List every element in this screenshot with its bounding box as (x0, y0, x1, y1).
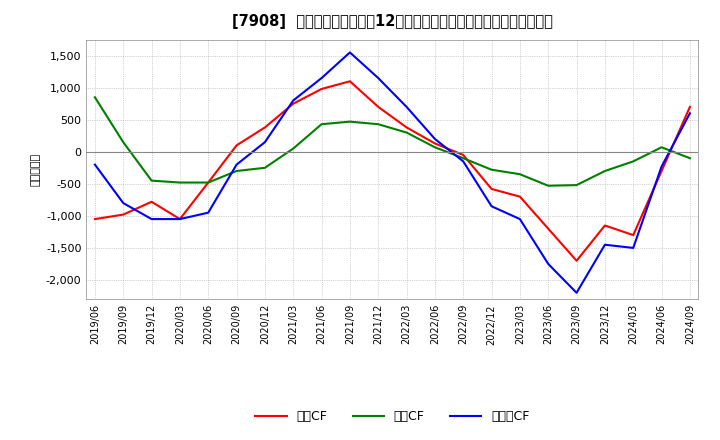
フリーCF (148, 216, 156, 222)
フリーCF (431, 136, 439, 142)
営業CF (346, 79, 354, 84)
営業CF (91, 216, 99, 222)
投資CF (431, 145, 439, 150)
フリーCF (629, 245, 637, 250)
営業CF (119, 212, 127, 217)
フリーCF (657, 164, 666, 169)
フリーCF (572, 290, 581, 295)
Legend: 営業CF, 投資CF, フリーCF: 営業CF, 投資CF, フリーCF (251, 405, 534, 428)
投資CF (600, 169, 609, 174)
フリーCF (544, 261, 552, 267)
フリーCF (516, 216, 524, 222)
Y-axis label: （百万円）: （百万円） (30, 153, 40, 186)
フリーCF (318, 75, 326, 81)
営業CF (487, 186, 496, 191)
投資CF (148, 178, 156, 183)
営業CF (657, 169, 666, 174)
投資CF (204, 180, 212, 185)
投資CF (516, 172, 524, 177)
営業CF (176, 216, 184, 222)
営業CF (629, 232, 637, 238)
投資CF (657, 145, 666, 150)
営業CF (431, 141, 439, 146)
フリーCF (346, 50, 354, 55)
営業CF (204, 180, 212, 185)
投資CF (459, 156, 467, 161)
投資CF (261, 165, 269, 170)
フリーCF (289, 98, 297, 103)
フリーCF (459, 159, 467, 164)
営業CF (459, 152, 467, 158)
Line: 営業CF: 営業CF (95, 81, 690, 261)
営業CF (685, 104, 694, 110)
投資CF (346, 119, 354, 124)
投資CF (119, 139, 127, 145)
営業CF (600, 223, 609, 228)
フリーCF (176, 216, 184, 222)
営業CF (318, 86, 326, 92)
投資CF (233, 169, 241, 174)
営業CF (402, 125, 411, 130)
営業CF (572, 258, 581, 264)
フリーCF (402, 104, 411, 110)
営業CF (289, 101, 297, 106)
投資CF (572, 183, 581, 188)
投資CF (685, 156, 694, 161)
フリーCF (487, 204, 496, 209)
フリーCF (685, 111, 694, 116)
Title: [7908]  キャッシュフローの12か月移動合計の対前年同期増減額の推移: [7908] キャッシュフローの12か月移動合計の対前年同期増減額の推移 (232, 14, 553, 29)
投資CF (289, 146, 297, 151)
投資CF (318, 121, 326, 127)
フリーCF (233, 162, 241, 167)
フリーCF (119, 200, 127, 205)
投資CF (629, 159, 637, 164)
投資CF (544, 183, 552, 188)
投資CF (402, 130, 411, 135)
営業CF (233, 143, 241, 148)
営業CF (516, 194, 524, 199)
営業CF (374, 104, 382, 110)
投資CF (176, 180, 184, 185)
フリーCF (374, 75, 382, 81)
フリーCF (261, 139, 269, 145)
投資CF (374, 121, 382, 127)
投資CF (91, 95, 99, 100)
フリーCF (91, 162, 99, 167)
営業CF (544, 226, 552, 231)
フリーCF (600, 242, 609, 247)
投資CF (487, 167, 496, 172)
Line: 投資CF: 投資CF (95, 97, 690, 186)
営業CF (261, 125, 269, 130)
フリーCF (204, 210, 212, 215)
営業CF (148, 199, 156, 205)
Line: フリーCF: フリーCF (95, 52, 690, 293)
